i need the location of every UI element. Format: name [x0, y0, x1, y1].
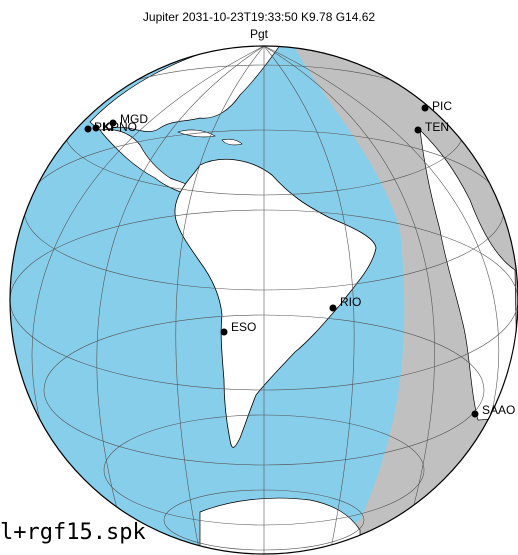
marker-ten [414, 126, 422, 134]
marker-eso [220, 328, 228, 336]
label-eso: ESO [231, 320, 256, 334]
marker-kpno [92, 124, 100, 132]
land-antarctica [199, 497, 361, 554]
label-saao: SAAO [482, 403, 515, 417]
map-title: Jupiter 2031-10-23T19:33:50 K9.78 G14.62 [142, 10, 376, 24]
globe-outline [9, 45, 518, 555]
label-mgd: MGD [120, 112, 148, 126]
marker-rio [329, 304, 337, 312]
label-ten: TEN [425, 120, 449, 134]
land-hispaniola [221, 138, 243, 146]
label-pki: PKI [94, 120, 113, 134]
label-pic: PIC [432, 99, 452, 113]
night-side [290, 46, 518, 554]
map-subtitle: Pgt [249, 27, 268, 41]
marker-saao [471, 410, 479, 418]
marker-pic [421, 104, 429, 112]
label-kpno: KPNO [103, 120, 137, 134]
label-rio: RIO [340, 295, 361, 309]
land-south-america [174, 158, 377, 448]
footer-text: l+rgf15.spk [0, 520, 146, 545]
marker-pki [84, 125, 92, 133]
marker-mgd [109, 119, 117, 127]
